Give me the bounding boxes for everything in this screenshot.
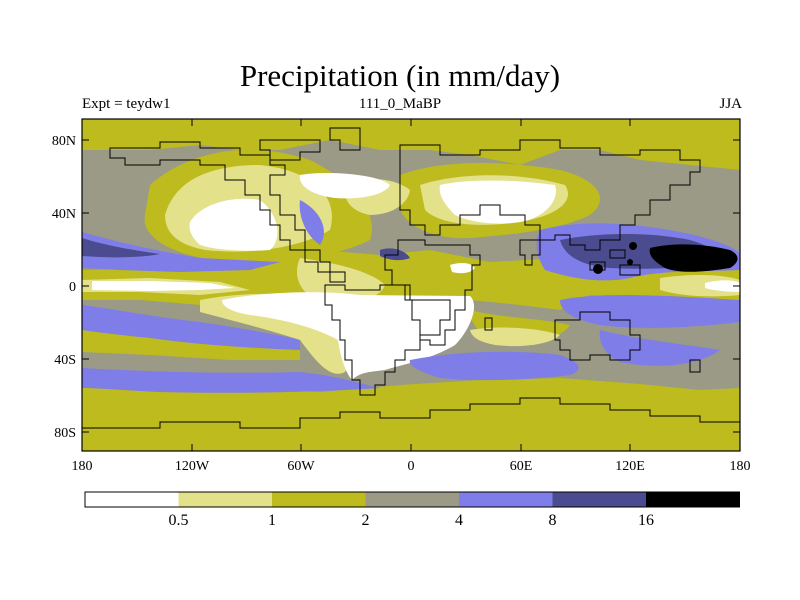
y-tick-label: 80N: [52, 134, 76, 149]
field-navy-north-pacific: [82, 238, 160, 258]
coast-south-america: [324, 284, 451, 396]
x-axis-labels: 180 120W 60W 0 60E 120E 180: [72, 459, 751, 474]
coast-madagascar: [484, 317, 493, 331]
colorbar-swatch: [85, 492, 179, 507]
field-blue-north-atlantic: [299, 200, 324, 245]
x-tick-label: 60E: [510, 459, 533, 474]
x-tick-label: 0: [408, 459, 415, 474]
colorbar-label: 8: [549, 512, 557, 529]
colorbar-label: 1: [268, 512, 276, 529]
colorbar-label: 2: [362, 512, 370, 529]
colorbar-labels: 0.5 1 2 4 8 16: [169, 512, 655, 529]
field-white-east-pacific: [705, 280, 740, 292]
y-tick-label: 0: [69, 280, 76, 295]
field-black-pacific-warm-pool: [649, 244, 738, 272]
colorbar: [84, 491, 740, 508]
field-white-africa-patch: [450, 263, 475, 274]
field-navy-atlantic-patch: [380, 248, 410, 261]
coast-eurasia: [399, 139, 701, 251]
coast-antarctica: [82, 397, 740, 429]
x-tick-label: 180: [730, 459, 751, 474]
season-label: JJA: [719, 96, 742, 112]
field-blue-indian-ocean: [560, 295, 740, 328]
age-label: 111_0_MaBP: [358, 96, 442, 112]
y-axis-labels: 80N 40N 0 40S 80S: [52, 134, 76, 441]
field-blue-north-pacific: [82, 232, 280, 272]
map-field: [82, 119, 740, 451]
y-tick-label: 40N: [52, 207, 76, 222]
y-tick-label: 40S: [54, 353, 76, 368]
field-black-spot-2: [629, 242, 637, 250]
field-white-south-america: [222, 292, 475, 380]
x-axis-tick-marks: [81, 119, 741, 451]
colorbar-swatch: [459, 492, 553, 507]
colorbar-swatch: [272, 492, 366, 507]
field-pale-africa: [296, 258, 385, 302]
coast-africa: [384, 239, 481, 346]
colorbar-swatch: [646, 492, 740, 507]
field-blue-southern-ocean: [82, 368, 380, 393]
colorbar-swatch: [178, 492, 272, 507]
field-white-asia: [439, 180, 556, 224]
colorbar-frame: [84, 491, 740, 508]
field-blue-south-pacific: [82, 305, 300, 350]
field-blue-south-atlantic: [409, 351, 579, 381]
field-pale-australia: [470, 327, 560, 347]
y-axis-tick-marks: [82, 139, 740, 433]
coast-north-america: [109, 141, 346, 283]
field-white-north-america: [189, 198, 278, 251]
coast-arctic-islands: [259, 127, 361, 161]
map-title: Precipitation (in mm/day): [239, 58, 561, 93]
colorbar-label: 0.5: [169, 512, 189, 529]
field-olive-south-band: [82, 378, 740, 451]
coastlines: [82, 127, 740, 429]
coast-australia: [554, 311, 641, 361]
colorbar-swatch: [552, 492, 646, 507]
field-black-spot-1: [593, 264, 603, 274]
y-tick-label: 80S: [54, 426, 76, 441]
colorbar-swatch: [365, 492, 459, 507]
coast-indonesia: [589, 249, 641, 276]
x-tick-label: 120W: [175, 459, 210, 474]
colorbar-label: 16: [638, 512, 654, 529]
field-white-pacific-dry-zone: [92, 281, 235, 291]
coast-new-zealand: [689, 359, 701, 373]
coast-india: [519, 239, 541, 266]
x-tick-label: 120E: [615, 459, 645, 474]
experiment-label: Expt = teydw1: [82, 96, 171, 112]
field-olive-south-pacific: [82, 330, 300, 360]
x-tick-label: 180: [72, 459, 93, 474]
field-white-sahara: [299, 173, 390, 199]
colorbar-label: 4: [455, 512, 463, 529]
field-black-spot-3: [627, 259, 633, 265]
field-pale-east-pacific: [660, 274, 740, 297]
x-tick-label: 60W: [287, 459, 315, 474]
